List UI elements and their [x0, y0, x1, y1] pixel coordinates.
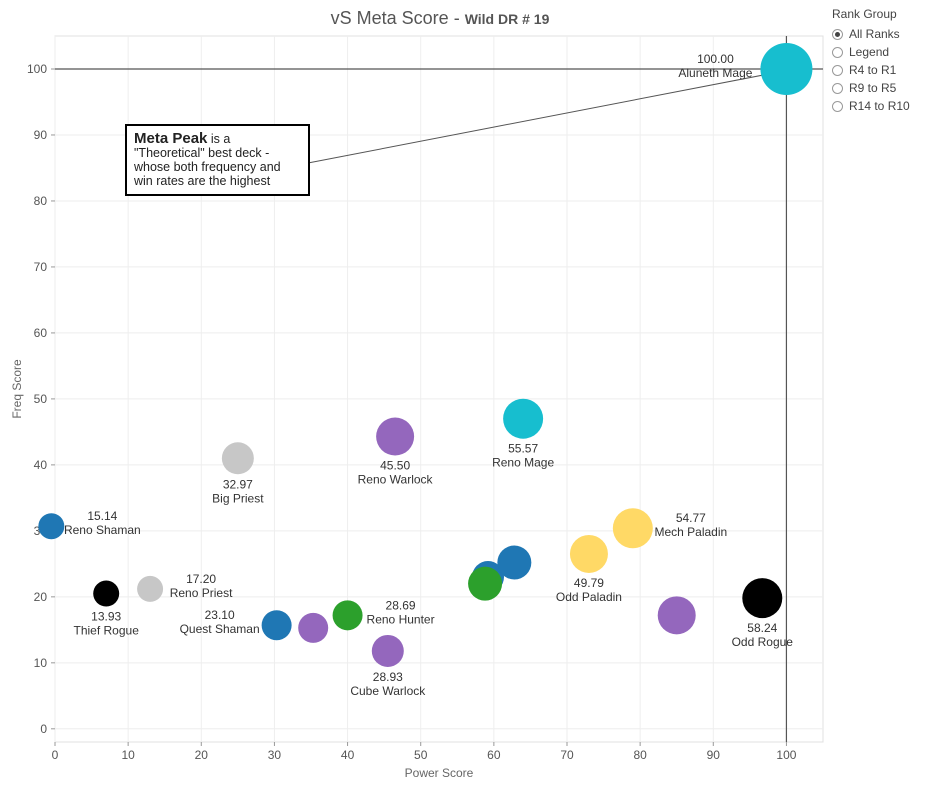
data-point — [371, 634, 404, 667]
data-point — [137, 575, 164, 602]
data-label-name: Aluneth Mage — [678, 66, 752, 80]
x-axis-label: Power Score — [405, 766, 474, 780]
data-point — [298, 612, 329, 643]
rank-option-label: Legend — [849, 45, 890, 59]
data-point — [760, 42, 813, 95]
data-point — [612, 508, 653, 549]
data-point — [376, 417, 415, 456]
radio-icon[interactable] — [832, 64, 843, 76]
data-point — [657, 596, 696, 635]
rank-option-label: R4 to R1 — [849, 63, 897, 77]
data-label-name: Reno Hunter — [367, 612, 435, 626]
data-label-score: 17.20 — [186, 572, 216, 586]
y-axis-label: Freq Score — [10, 359, 24, 419]
x-axis-ticks: 0 10 20 30 40 50 60 70 80 90 100 — [52, 742, 797, 762]
data-label-score: 28.69 — [386, 598, 416, 612]
data-label-score: 100.00 — [697, 52, 734, 66]
x-tick-label: 60 — [487, 748, 501, 762]
data-label-name: Reno Warlock — [358, 473, 434, 487]
x-tick-label: 30 — [268, 748, 282, 762]
data-point — [497, 545, 532, 580]
data-point — [332, 600, 363, 631]
data-point — [261, 610, 292, 641]
data-point — [742, 578, 783, 619]
data-label-score: 55.57 — [508, 442, 538, 456]
x-tick-label: 90 — [707, 748, 721, 762]
x-tick-label: 20 — [195, 748, 209, 762]
radio-icon[interactable] — [832, 82, 843, 94]
data-point — [503, 398, 544, 439]
data-label-score: 32.97 — [223, 477, 253, 491]
data-label-name: Reno Priest — [170, 586, 233, 600]
data-label-name: Thief Rogue — [74, 624, 140, 638]
y-tick-label: 10 — [34, 656, 48, 670]
x-tick-label: 100 — [776, 748, 796, 762]
x-tick-label: 80 — [633, 748, 647, 762]
data-label-score: 23.10 — [205, 608, 235, 622]
callout-arrow — [307, 70, 785, 164]
rank-group-filter: Rank Group All Ranks Legend R4 to R1 R9 … — [832, 7, 910, 115]
y-tick-label: 80 — [34, 194, 48, 208]
x-tick-label: 10 — [121, 748, 135, 762]
data-label-score: 15.14 — [87, 509, 117, 523]
data-label-score: 54.77 — [676, 511, 706, 525]
data-label-score: 58.24 — [747, 621, 777, 635]
chart-title-main: vS Meta Score — [330, 8, 449, 28]
radio-icon[interactable] — [832, 28, 843, 40]
rank-group-title: Rank Group — [832, 7, 897, 21]
data-label-name: Reno Shaman — [64, 523, 141, 537]
rank-option-all-ranks[interactable]: All Ranks — [832, 25, 910, 43]
meta-peak-callout: Meta Peak is a "Theoretical" best deck -… — [125, 124, 310, 196]
data-label-name: Mech Paladin — [654, 525, 727, 539]
y-tick-label: 50 — [34, 392, 48, 406]
rank-option-label: All Ranks — [849, 27, 900, 41]
y-tick-label: 90 — [34, 128, 48, 142]
data-label-score: 49.79 — [574, 576, 604, 590]
data-point — [569, 534, 608, 573]
y-tick-label: 60 — [34, 326, 48, 340]
x-tick-label: 70 — [560, 748, 574, 762]
rank-option-r14-r10[interactable]: R14 to R10 — [832, 97, 910, 115]
y-tick-label: 40 — [34, 458, 48, 472]
data-label-name: Reno Mage — [492, 456, 554, 470]
callout-text: is a "Theoretical" best deck - whose bot… — [134, 132, 281, 188]
y-tick-label: 100 — [27, 62, 47, 76]
rank-option-label: R9 to R5 — [849, 81, 897, 95]
y-tick-label: 20 — [34, 590, 48, 604]
rank-option-r4-r1[interactable]: R4 to R1 — [832, 61, 910, 79]
data-points — [38, 42, 813, 667]
data-point — [468, 566, 503, 601]
callout-bold: Meta Peak — [134, 130, 208, 147]
data-point — [221, 442, 254, 475]
data-label-score: 45.50 — [380, 459, 410, 473]
x-tick-label: 50 — [414, 748, 428, 762]
rank-option-label: R14 to R10 — [849, 99, 910, 113]
reference-lines — [55, 36, 823, 742]
y-tick-label: 70 — [34, 260, 48, 274]
data-label-name: Quest Shaman — [180, 622, 260, 636]
chart-subtitle: Wild DR # 19 — [464, 11, 550, 27]
x-tick-label: 0 — [52, 748, 59, 762]
data-point — [38, 513, 65, 540]
radio-icon[interactable] — [832, 100, 843, 112]
data-label-name: Big Priest — [212, 491, 264, 505]
data-point — [93, 580, 120, 607]
radio-icon[interactable] — [832, 46, 843, 58]
x-tick-label: 40 — [341, 748, 355, 762]
data-label-name: Cube Warlock — [350, 684, 426, 698]
data-label-score: 13.93 — [91, 610, 121, 624]
data-label-score: 28.93 — [373, 670, 403, 684]
rank-option-legend[interactable]: Legend — [832, 43, 910, 61]
chart-title: vS Meta Score - Wild DR # 19 — [330, 8, 550, 28]
data-label-name: Odd Rogue — [732, 635, 794, 649]
rank-option-r9-r5[interactable]: R9 to R5 — [832, 79, 910, 97]
y-tick-label: 0 — [40, 722, 47, 736]
data-label-name: Odd Paladin — [556, 590, 622, 604]
